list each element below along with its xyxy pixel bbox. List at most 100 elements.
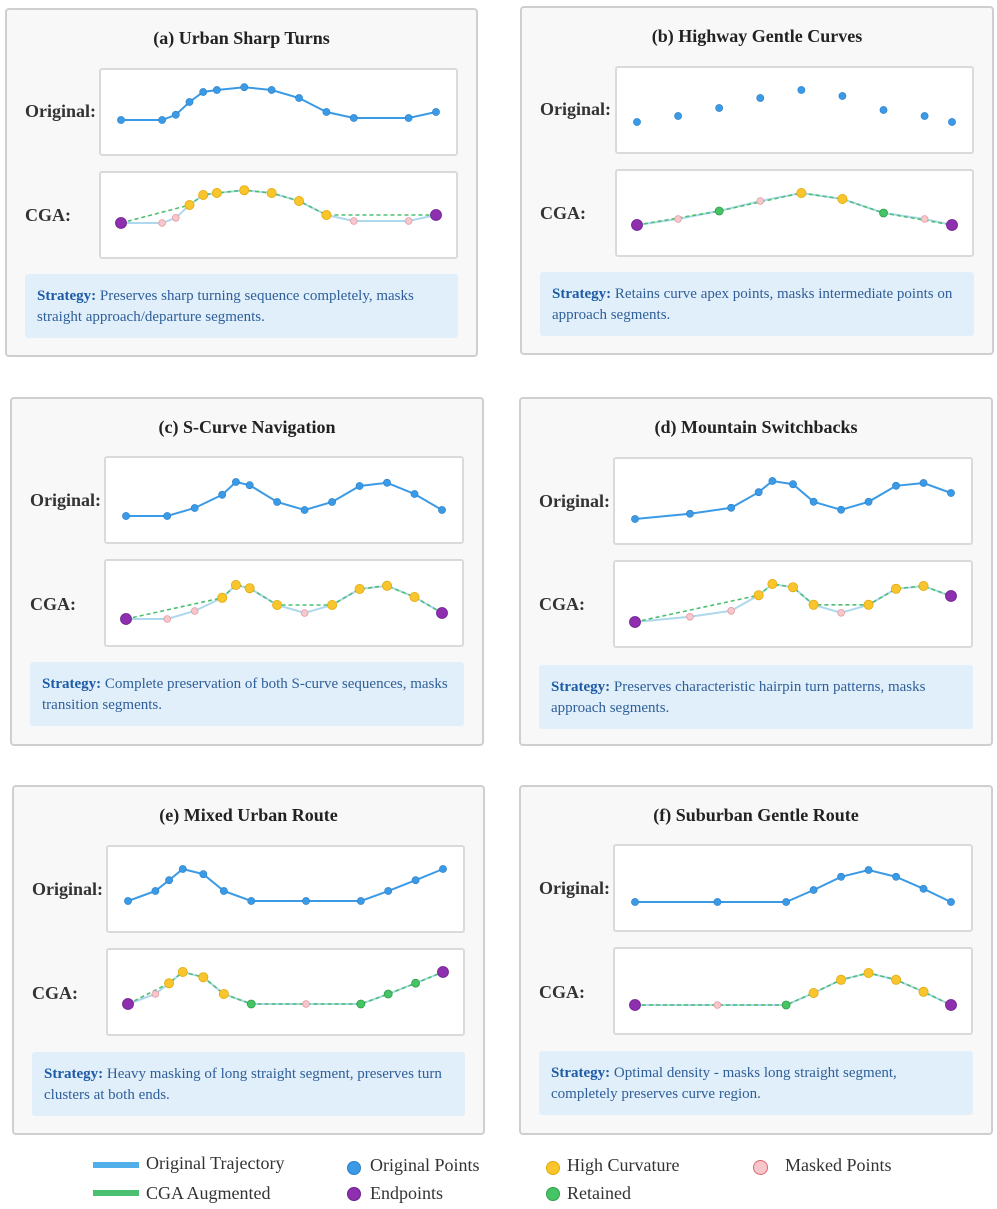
legend-cga-augmented: CGA Augmented <box>146 1183 271 1203</box>
original-point <box>715 104 724 112</box>
original-point <box>322 108 331 116</box>
original-point <box>920 112 929 120</box>
panel-d: (d) Mountain Switchbacks Original: CGA: … <box>519 397 993 746</box>
cga-plot <box>99 171 458 259</box>
masked-point <box>171 213 180 222</box>
endpoint-point <box>631 219 643 231</box>
original-point <box>438 506 446 514</box>
high-curvature-point <box>808 599 819 610</box>
high-curvature-point <box>218 989 229 1000</box>
original-point <box>328 498 336 506</box>
strategy-prefix: Strategy: <box>37 288 97 304</box>
legend-masked-points-icon <box>753 1160 768 1175</box>
panel-a: (a) Urban Sharp Turns Original: CGA: Str… <box>5 8 478 357</box>
high-curvature-point <box>891 583 902 594</box>
original-point <box>199 88 208 96</box>
cga-label: CGA: <box>32 983 78 1003</box>
original-point <box>768 477 777 485</box>
cga-augmented-line <box>127 971 444 1005</box>
masked-point <box>837 608 845 617</box>
high-curvature-point <box>382 580 393 591</box>
cga-augmented-line <box>635 972 952 1006</box>
high-curvature-point <box>177 966 188 977</box>
legend-original-points-icon <box>347 1161 361 1175</box>
faded-original-line <box>127 970 444 1005</box>
original-point <box>199 870 208 879</box>
original-point <box>837 872 845 881</box>
strategy-text: Preserves sharp turning sequence complet… <box>37 288 414 325</box>
high-curvature-point <box>918 580 929 591</box>
retained-point <box>411 978 421 988</box>
original-point <box>302 897 310 905</box>
original-point <box>411 876 420 885</box>
original-point <box>232 478 240 486</box>
original-point <box>879 106 888 114</box>
high-curvature-point <box>198 189 209 200</box>
original-point <box>273 498 282 506</box>
strategy-text: Preserves characteristic hairpin turn pa… <box>551 679 926 716</box>
high-curvature-point <box>787 582 798 593</box>
original-point <box>633 118 641 126</box>
original-point <box>838 92 847 100</box>
original-point <box>864 497 873 506</box>
original-trajectory-chart <box>122 478 446 520</box>
endpoint-point <box>430 209 442 221</box>
masked-point <box>920 215 929 223</box>
legend: Original Trajectory CGA Augmented Origin… <box>0 1150 997 1209</box>
legend-retained: Retained <box>567 1183 631 1203</box>
panel-f: (f) Suburban Gentle Route Original: CGA:… <box>519 785 993 1135</box>
high-curvature-point <box>211 187 222 198</box>
original-point <box>356 897 365 905</box>
original-point <box>117 116 125 124</box>
original-point <box>809 886 818 894</box>
masked-point <box>158 219 166 227</box>
endpoint-point <box>629 999 641 1011</box>
endpoint-point <box>945 999 957 1011</box>
original-point <box>124 897 132 905</box>
strategy-prefix: Strategy: <box>551 1065 611 1081</box>
legend-original-line <box>93 1162 139 1168</box>
original-point <box>789 480 797 489</box>
high-curvature-point <box>217 592 228 603</box>
panel-c: (c) S-Curve Navigation Original: CGA: St… <box>10 397 484 746</box>
original-point <box>295 94 303 102</box>
high-curvature-point <box>327 600 338 611</box>
legend-high-curvature: High Curvature <box>567 1155 680 1175</box>
original-label: Original: <box>32 879 103 899</box>
retained-point <box>246 999 256 1009</box>
original-trajectory-line <box>121 86 437 121</box>
high-curvature-point <box>321 210 332 221</box>
original-point <box>410 490 419 498</box>
panel-title: (a) Urban Sharp Turns <box>153 28 330 48</box>
original-point <box>247 897 256 905</box>
legend-masked-points: Masked Points <box>785 1155 892 1175</box>
high-curvature-point <box>863 599 874 610</box>
masked-point <box>300 609 309 617</box>
original-trajectory-line <box>635 868 952 903</box>
original-label: Original: <box>30 490 101 510</box>
original-point <box>631 515 639 523</box>
original-trajectory-line <box>634 479 952 520</box>
original-point <box>809 497 818 506</box>
original-point <box>219 887 228 895</box>
masked-point <box>163 615 172 623</box>
original-point <box>171 110 180 119</box>
strategy-box: Strategy: Heavy masking of long straight… <box>32 1052 465 1116</box>
cga-plot <box>613 947 973 1035</box>
original-point <box>218 490 227 499</box>
original-trajectory-line <box>126 480 443 517</box>
original-trajectory-chart <box>633 86 956 126</box>
original-plot <box>104 456 464 544</box>
original-point <box>947 898 955 906</box>
high-curvature-point <box>230 579 241 590</box>
high-curvature-point <box>753 590 764 601</box>
original-label: Original: <box>25 101 96 121</box>
original-label: Original: <box>540 99 611 119</box>
original-point <box>212 86 221 94</box>
high-curvature-point <box>767 578 778 589</box>
masked-point <box>713 1001 722 1009</box>
cga-label: CGA: <box>30 594 76 614</box>
original-plot <box>99 68 458 156</box>
original-point <box>404 114 413 122</box>
original-point <box>754 488 763 497</box>
